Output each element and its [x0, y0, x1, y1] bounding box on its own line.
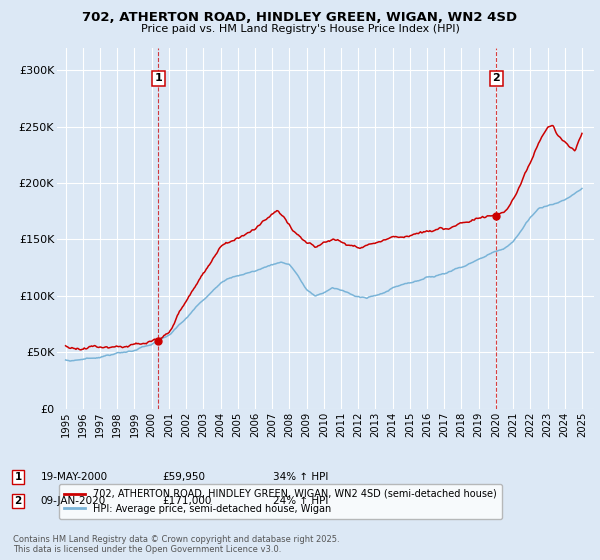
Text: £171,000: £171,000 [162, 496, 211, 506]
Text: 09-JAN-2020: 09-JAN-2020 [41, 496, 106, 506]
Text: Contains HM Land Registry data © Crown copyright and database right 2025.
This d: Contains HM Land Registry data © Crown c… [13, 535, 340, 554]
Text: 702, ATHERTON ROAD, HINDLEY GREEN, WIGAN, WN2 4SD: 702, ATHERTON ROAD, HINDLEY GREEN, WIGAN… [82, 11, 518, 24]
Text: £59,950: £59,950 [162, 472, 205, 482]
Text: 24% ↑ HPI: 24% ↑ HPI [273, 496, 328, 506]
Text: Price paid vs. HM Land Registry's House Price Index (HPI): Price paid vs. HM Land Registry's House … [140, 24, 460, 34]
Text: 34% ↑ HPI: 34% ↑ HPI [273, 472, 328, 482]
Legend: 702, ATHERTON ROAD, HINDLEY GREEN, WIGAN, WN2 4SD (semi-detached house), HPI: Av: 702, ATHERTON ROAD, HINDLEY GREEN, WIGAN… [59, 484, 502, 519]
Text: 1: 1 [14, 472, 22, 482]
Text: 19-MAY-2000: 19-MAY-2000 [41, 472, 108, 482]
Text: 2: 2 [493, 73, 500, 83]
Text: 1: 1 [154, 73, 162, 83]
Text: 2: 2 [14, 496, 22, 506]
